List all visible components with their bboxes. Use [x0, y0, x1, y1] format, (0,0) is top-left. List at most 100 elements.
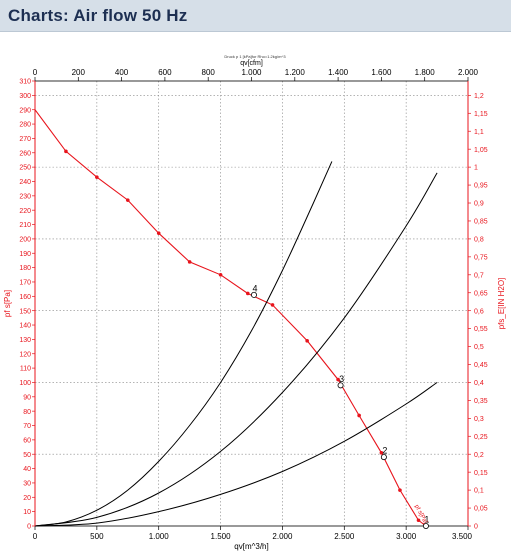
- x-bottom-tick-label: 1.500: [211, 532, 232, 541]
- y-left-tick-label: 170: [19, 280, 31, 287]
- y-right-tick-label: 1,05: [474, 147, 488, 154]
- y-right-tick-label: 1,15: [474, 111, 488, 118]
- plot-border: [34, 80, 469, 527]
- x-bottom-tick-label: 1.000: [149, 532, 170, 541]
- y-right-tick-label: 0,35: [474, 398, 488, 405]
- operating-points: 1 2 3 4: [250, 283, 429, 529]
- y-left-tick-label: 200: [19, 237, 31, 244]
- y-right-tick-label: 1,1: [474, 129, 484, 136]
- x-top-tick-label: 2.000: [458, 68, 479, 77]
- y-left-tick-label: 40: [23, 466, 31, 473]
- y-left-tick-label: 80: [23, 409, 31, 416]
- page-header: Charts: Air flow 50 Hz: [0, 0, 511, 32]
- fan-curve-point: [245, 291, 250, 296]
- y-right-tick-label: 0,15: [474, 470, 488, 477]
- fan-curve-point: [416, 518, 421, 523]
- x-bottom-tick-label: 2.500: [334, 532, 355, 541]
- x-top-tick-label: 400: [115, 68, 129, 77]
- x-top-tick-label: 1.400: [328, 68, 349, 77]
- y-axis-left: 0 10 20 30 40 50 60 70 80 90 100 110 120 130 140 150 160…: [19, 79, 35, 531]
- y-right-tick-label: 0,55: [474, 326, 488, 333]
- y-left-tick-label: 0: [27, 524, 31, 531]
- y-right-tick-label: 0,3: [474, 416, 484, 423]
- y-left-tick-label: 220: [19, 208, 31, 215]
- y-left-tick-label: 230: [19, 193, 31, 200]
- y-right-tick-label: 0,6: [474, 308, 484, 315]
- y-left-tick-label: 130: [19, 337, 31, 344]
- x-axis-bottom: 0 500 1.000 1.500 2.000 2.500 3.000 3.500 qv[m^3…: [33, 526, 473, 551]
- y-left-tick-label: 10: [23, 509, 31, 516]
- chart-subtitle: Druck p 1 [kPa]for Rho=1.2kg/m^3: [224, 54, 286, 59]
- y-right-tick-label: 0: [474, 524, 478, 531]
- y-right-tick-label: 0,95: [474, 183, 488, 190]
- y-left-tick-label: 290: [19, 107, 31, 114]
- x-top-tick-label: 1.200: [285, 68, 306, 77]
- y-left-axis-title: pf s[Pa]: [3, 290, 12, 317]
- fan-curve-chart: Druck p 1 [kPa]for Rho=1.2kg/m^3 0 500 1.0…: [3, 54, 506, 551]
- y-left-tick-label: 160: [19, 294, 31, 301]
- y-left-tick-label: 210: [19, 222, 31, 229]
- x-bottom-tick-label: 500: [90, 532, 104, 541]
- x-top-tick-label: 800: [202, 68, 216, 77]
- y-right-axis-title: pfs_E[IN H2O]: [497, 278, 506, 330]
- y-left-tick-label: 190: [19, 251, 31, 258]
- x-top-tick-label: 1.800: [415, 68, 436, 77]
- fan-curve-point: [156, 231, 161, 235]
- y-right-tick-label: 0,75: [474, 254, 488, 261]
- fan-curve-point: [357, 413, 361, 418]
- x-bottom-tick-label: 0: [33, 532, 38, 541]
- series-layer: [34, 109, 438, 527]
- x-top-tick-label: 600: [158, 68, 172, 77]
- x-top-tick-label: 200: [72, 68, 86, 77]
- y-left-tick-label: 30: [23, 481, 31, 488]
- y-right-tick-label: 0,9: [474, 201, 484, 208]
- fan-curve-point: [305, 339, 309, 343]
- operating-point-label: 2: [382, 446, 387, 456]
- y-left-tick-label: 280: [19, 122, 31, 129]
- y-left-tick-label: 110: [20, 366, 31, 373]
- fan-curve-point: [95, 175, 99, 179]
- y-left-tick-label: 300: [19, 93, 31, 100]
- x-bottom-axis-title: qv[m^3/h]: [234, 542, 268, 551]
- y-left-tick-label: 120: [19, 351, 31, 358]
- y-right-tick-label: 1: [474, 165, 478, 172]
- y-right-tick-label: 0,25: [474, 434, 488, 441]
- y-right-tick-label: 0,45: [474, 362, 488, 369]
- grid: [35, 81, 468, 526]
- operating-point-label: 1: [424, 515, 429, 525]
- x-bottom-tick-label: 3.500: [452, 532, 473, 541]
- y-right-tick-label: 0,4: [474, 380, 484, 387]
- y-left-tick-label: 20: [23, 495, 31, 502]
- y-left-tick-label: 240: [19, 179, 31, 186]
- x-axis-top: 0 200 400 600 800 1.000 1.200 1.400 1.600 1.800 2.…: [33, 60, 479, 81]
- y-right-tick-label: 0,7: [474, 272, 484, 279]
- y-left-tick-label: 180: [19, 265, 31, 272]
- y-right-tick-label: 0,65: [474, 290, 488, 297]
- fan-curve-point: [187, 260, 192, 264]
- fan-curve-point: [125, 198, 130, 202]
- y-axis-right: 0 0,05 0,1 0,15 0,2 0,25 0,3 0,35 0,4 0,45 0,5 0,55…: [468, 93, 488, 531]
- y-left-tick-label: 260: [19, 150, 31, 157]
- y-right-tick-label: 0,5: [474, 344, 484, 351]
- fan-curve-point: [270, 303, 275, 307]
- y-left-tick-label: 270: [19, 136, 31, 143]
- fan-curve-point: [336, 377, 340, 382]
- fan-curve-point: [379, 450, 384, 455]
- fan-curve-point: [398, 488, 402, 492]
- fan-curve-point: [218, 272, 223, 277]
- y-right-tick-label: 1,2: [474, 93, 484, 100]
- fan-curve-line: [34, 109, 427, 527]
- x-top-tick-label: 1.000: [241, 68, 262, 77]
- operating-point-marker: [250, 291, 257, 298]
- operating-point-marker: [337, 382, 344, 389]
- y-left-tick-label: 150: [19, 308, 31, 315]
- page-title: Charts: Air flow 50 Hz: [8, 6, 188, 25]
- operating-point-marker: [380, 454, 387, 461]
- system-curve-line-3: [34, 382, 438, 527]
- plot-frame: [34, 80, 469, 527]
- y-right-tick-label: 0,85: [474, 219, 488, 226]
- operating-point-label: 4: [252, 283, 257, 293]
- y-left-tick-label: 70: [23, 423, 31, 430]
- y-right-tick-label: 0,2: [474, 452, 484, 459]
- x-top-tick-label: 0: [33, 68, 38, 77]
